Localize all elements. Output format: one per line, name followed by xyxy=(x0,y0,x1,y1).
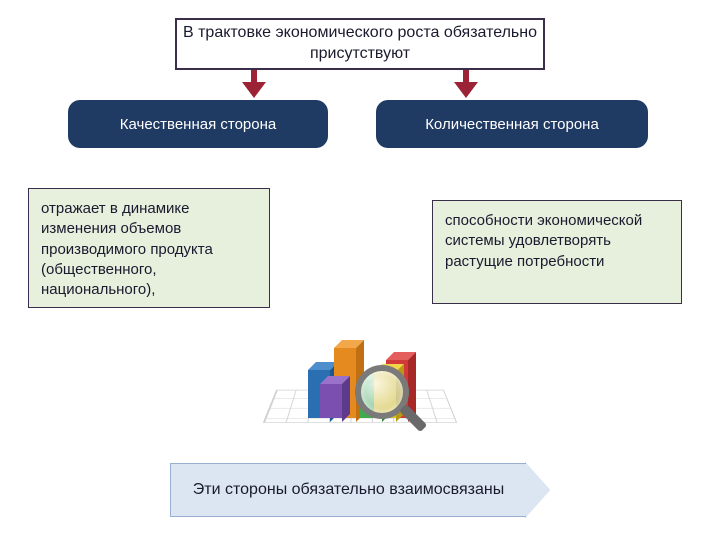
arrow-right xyxy=(454,70,478,98)
description-left: отражает в динамике изменения объемов пр… xyxy=(28,188,270,308)
description-right: способности экономической системы удовле… xyxy=(432,200,682,304)
header-title: В трактовке экономического роста обязате… xyxy=(177,23,543,65)
arrow-head xyxy=(242,82,266,98)
bottom-banner: Эти стороны обязательно взаимосвязаны xyxy=(170,463,550,517)
header-box: В трактовке экономического роста обязате… xyxy=(175,18,545,70)
magnifier-icon xyxy=(355,365,425,435)
banner-body: Эти стороны обязательно взаимосвязаны xyxy=(170,463,526,517)
pill-label: Качественная сторона xyxy=(120,116,276,133)
pill-qualitative: Качественная сторона xyxy=(68,100,328,148)
description-text: способности экономической системы удовле… xyxy=(445,212,642,270)
arrow-head xyxy=(454,82,478,98)
pill-label: Количественная сторона xyxy=(425,116,599,133)
description-text: отражает в динамике изменения объемов пр… xyxy=(41,200,213,298)
magnifier-handle xyxy=(399,404,427,432)
chart-illustration xyxy=(260,280,460,450)
banner-chevron-icon xyxy=(526,463,550,517)
arrow-left xyxy=(242,70,266,98)
chart-bar xyxy=(320,384,342,418)
banner-label: Эти стороны обязательно взаимосвязаны xyxy=(193,480,504,501)
pill-quantitative: Количественная сторона xyxy=(376,100,648,148)
